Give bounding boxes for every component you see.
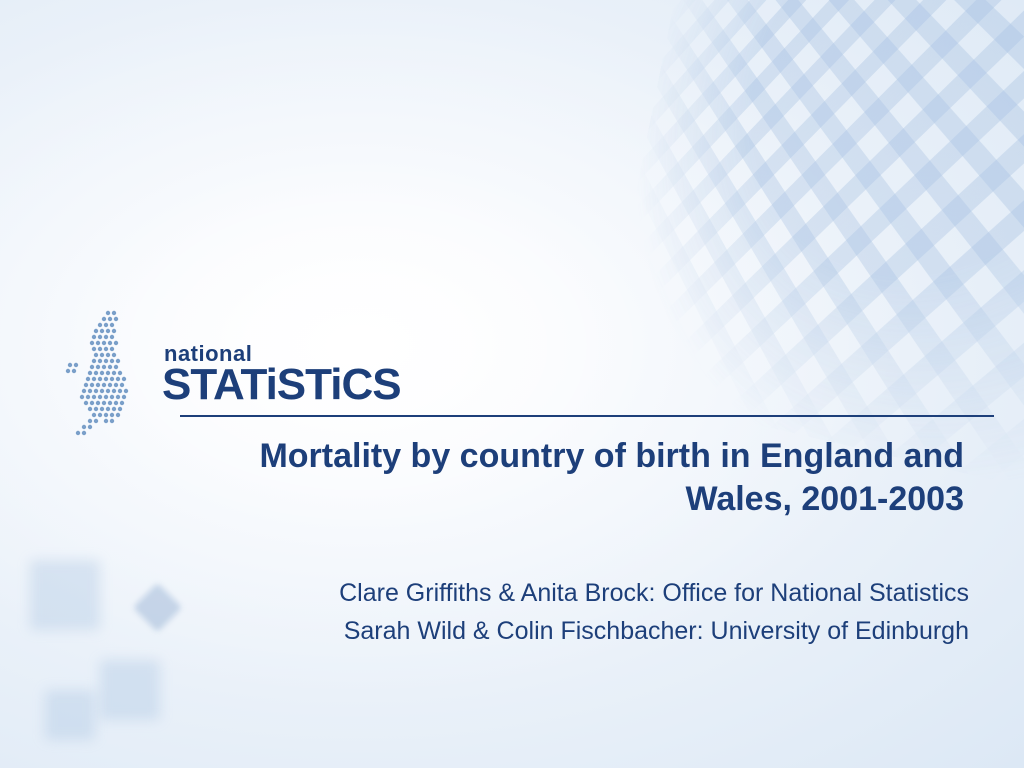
decorative-square (30, 560, 100, 630)
decorative-square (45, 690, 95, 740)
author-line: Clare Griffiths & Anita Brock: Office fo… (140, 575, 969, 613)
author-line: Sarah Wild & Colin Fischbacher: Universi… (140, 613, 969, 651)
logo-text: national STATiSTiCS (162, 343, 401, 407)
logo: national STATiSTiCS (60, 305, 401, 445)
logo-word-statistics: STATiSTiCS (162, 363, 401, 407)
authors-block: Clare Griffiths & Anita Brock: Office fo… (140, 575, 969, 650)
uk-map-icon (60, 305, 150, 445)
decorative-square (100, 660, 160, 720)
slide-title: Mortality by country of birth in England… (230, 435, 964, 520)
title-divider (180, 415, 994, 417)
